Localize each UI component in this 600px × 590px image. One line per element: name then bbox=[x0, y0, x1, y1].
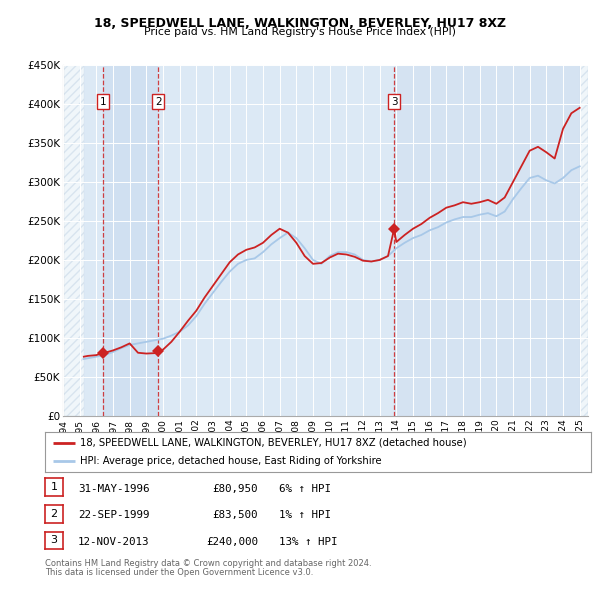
Text: 1: 1 bbox=[50, 483, 58, 492]
Text: 2: 2 bbox=[50, 509, 58, 519]
Text: 12-NOV-2013: 12-NOV-2013 bbox=[78, 537, 149, 546]
Text: 1: 1 bbox=[100, 97, 107, 107]
Text: 18, SPEEDWELL LANE, WALKINGTON, BEVERLEY, HU17 8XZ: 18, SPEEDWELL LANE, WALKINGTON, BEVERLEY… bbox=[94, 17, 506, 30]
Text: HPI: Average price, detached house, East Riding of Yorkshire: HPI: Average price, detached house, East… bbox=[80, 456, 382, 466]
Text: £240,000: £240,000 bbox=[206, 537, 258, 546]
Text: Contains HM Land Registry data © Crown copyright and database right 2024.: Contains HM Land Registry data © Crown c… bbox=[45, 559, 371, 568]
Text: 1% ↑ HPI: 1% ↑ HPI bbox=[279, 510, 331, 520]
Bar bbox=[103, 65, 158, 416]
Text: 22-SEP-1999: 22-SEP-1999 bbox=[78, 510, 149, 520]
Text: 6% ↑ HPI: 6% ↑ HPI bbox=[279, 484, 331, 493]
Bar bbox=[394, 65, 580, 416]
Text: 3: 3 bbox=[50, 536, 58, 545]
Text: This data is licensed under the Open Government Licence v3.0.: This data is licensed under the Open Gov… bbox=[45, 568, 313, 577]
Text: £83,500: £83,500 bbox=[212, 510, 258, 520]
Text: Price paid vs. HM Land Registry's House Price Index (HPI): Price paid vs. HM Land Registry's House … bbox=[144, 27, 456, 37]
Text: 31-MAY-1996: 31-MAY-1996 bbox=[78, 484, 149, 493]
Bar bbox=[580, 65, 588, 416]
Bar bbox=[63, 65, 84, 416]
Text: 13% ↑ HPI: 13% ↑ HPI bbox=[279, 537, 337, 546]
Text: 2: 2 bbox=[155, 97, 161, 107]
Text: £80,950: £80,950 bbox=[212, 484, 258, 493]
Text: 3: 3 bbox=[391, 97, 397, 107]
Text: 18, SPEEDWELL LANE, WALKINGTON, BEVERLEY, HU17 8XZ (detached house): 18, SPEEDWELL LANE, WALKINGTON, BEVERLEY… bbox=[80, 438, 467, 448]
